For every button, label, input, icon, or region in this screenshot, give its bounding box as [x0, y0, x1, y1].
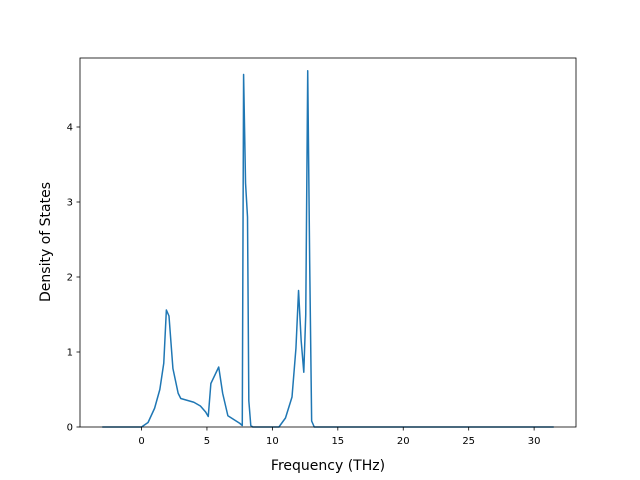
- y-tick-label: 4: [67, 123, 73, 134]
- y-axis-label: Density of States: [38, 182, 54, 302]
- x-tick-label: 20: [397, 436, 410, 447]
- series-lines: [102, 70, 554, 428]
- x-tick-label: 5: [204, 436, 210, 447]
- axes-frame: [79, 57, 577, 428]
- x-tick-label: 10: [266, 436, 279, 447]
- y-tick-label: 0: [67, 423, 73, 434]
- y-tick-label: 2: [67, 273, 73, 284]
- y-tick-label: 1: [67, 348, 73, 359]
- plot-area: [80, 58, 576, 427]
- y-tick-label: 3: [67, 198, 73, 209]
- series-line-0: [102, 70, 554, 428]
- x-axis-label: Frequency (THz): [271, 458, 385, 474]
- x-tick-label: 0: [138, 436, 144, 447]
- x-tick-label: 25: [462, 436, 475, 447]
- x-tick-label: 30: [528, 436, 541, 447]
- x-axis-ticks: 0 5 10 15 20 25 30: [138, 427, 540, 447]
- x-tick-label: 15: [331, 436, 344, 447]
- y-axis-ticks: 0 1 2 3 4: [67, 123, 80, 434]
